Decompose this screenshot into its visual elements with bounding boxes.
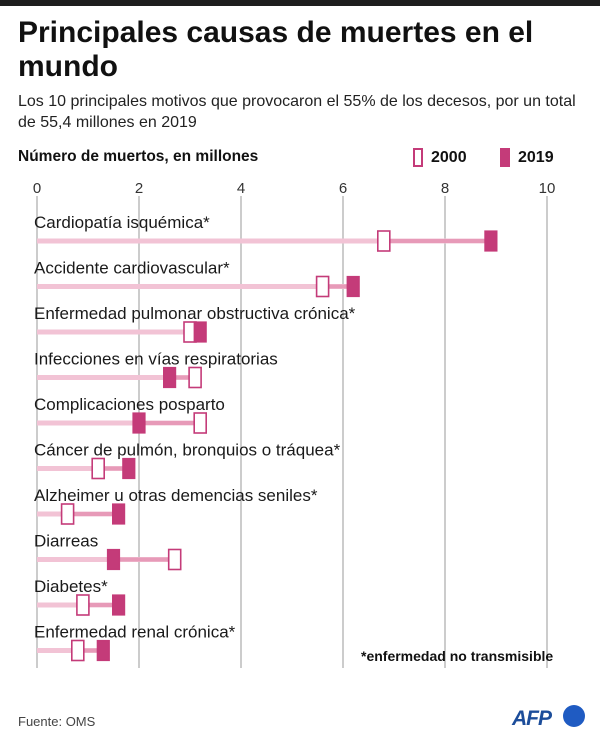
x-tick-label: 10 bbox=[539, 180, 556, 197]
marker-2000 bbox=[60, 503, 75, 525]
baseline-bar bbox=[37, 375, 196, 380]
category-label: Cáncer de pulmón, bronquios o tráquea* bbox=[34, 441, 341, 460]
change-connector bbox=[322, 284, 354, 289]
footnote: *enfermedad no transmisible bbox=[361, 648, 554, 664]
baseline-bar bbox=[37, 284, 354, 289]
baseline-bar bbox=[37, 557, 175, 562]
x-tick-label: 8 bbox=[441, 180, 449, 197]
category-label: Complicaciones posparto bbox=[34, 395, 225, 414]
change-connector bbox=[77, 648, 104, 653]
change-connector bbox=[113, 557, 175, 562]
marker-2019 bbox=[484, 230, 498, 252]
baseline-bar bbox=[37, 238, 491, 244]
marker-2000 bbox=[193, 412, 207, 434]
afp-logo: AFP bbox=[512, 705, 588, 731]
chart-title: Principales causas de muertes en el mund… bbox=[18, 16, 534, 83]
marker-2019 bbox=[163, 366, 177, 389]
x-tick-label: 6 bbox=[339, 180, 347, 197]
marker-2000 bbox=[91, 457, 105, 480]
marker-2000 bbox=[376, 230, 391, 252]
baseline-bar bbox=[37, 466, 129, 471]
marker-2019 bbox=[346, 275, 360, 298]
marker-2019 bbox=[122, 457, 136, 480]
baseline-bar bbox=[37, 329, 201, 335]
chart-subtitle: Los 10 principales motivos que provocaro… bbox=[18, 93, 576, 131]
baseline-bar bbox=[37, 648, 104, 653]
change-connector bbox=[82, 603, 119, 607]
marker-2019 bbox=[111, 503, 126, 525]
category-label: Diarreas bbox=[34, 532, 98, 551]
category-label: Infecciones en vías respiratorias bbox=[34, 350, 278, 369]
legend-swatch-filled bbox=[500, 148, 510, 167]
marker-2000 bbox=[167, 548, 182, 571]
change-connector bbox=[67, 512, 119, 516]
marker-2000 bbox=[76, 594, 90, 616]
marker-2000 bbox=[188, 366, 202, 389]
change-connector bbox=[383, 239, 491, 243]
marker-2000 bbox=[71, 639, 85, 662]
category-label: Cardiopatía isquémica* bbox=[34, 213, 210, 232]
category-label: Enfermedad renal crónica* bbox=[34, 623, 236, 642]
legend-swatch-outline bbox=[413, 148, 423, 167]
legend-label-2019: 2019 bbox=[518, 149, 554, 166]
legend-label-2000: 2000 bbox=[431, 149, 467, 166]
x-tick-label: 0 bbox=[33, 180, 41, 197]
category-label: Diabetes* bbox=[34, 577, 108, 596]
category-label: Alzheimer u otras demencias seniles* bbox=[34, 486, 318, 505]
marker-2019 bbox=[96, 639, 110, 662]
category-label: Accidente cardiovascular* bbox=[34, 259, 230, 278]
change-connector bbox=[139, 421, 201, 425]
marker-2019 bbox=[106, 548, 121, 571]
x-tick-label: 4 bbox=[237, 180, 245, 197]
top-bar bbox=[0, 0, 600, 6]
marker-2019 bbox=[111, 594, 126, 616]
marker-2000 bbox=[315, 275, 330, 298]
category-label: Enfermedad pulmonar obstructiva crónica* bbox=[34, 304, 356, 323]
logo-text: AFP bbox=[512, 707, 552, 730]
baseline-bar bbox=[37, 420, 201, 426]
x-tick-label: 2 bbox=[135, 180, 143, 197]
change-connector bbox=[98, 466, 129, 471]
axis-title: Número de muertos, en millones bbox=[18, 148, 259, 165]
marker-2019 bbox=[132, 412, 146, 434]
change-connector bbox=[169, 375, 196, 380]
source-note: Fuente: OMS bbox=[18, 714, 96, 729]
logo-dot bbox=[563, 705, 585, 727]
marker-2019 bbox=[193, 321, 207, 343]
